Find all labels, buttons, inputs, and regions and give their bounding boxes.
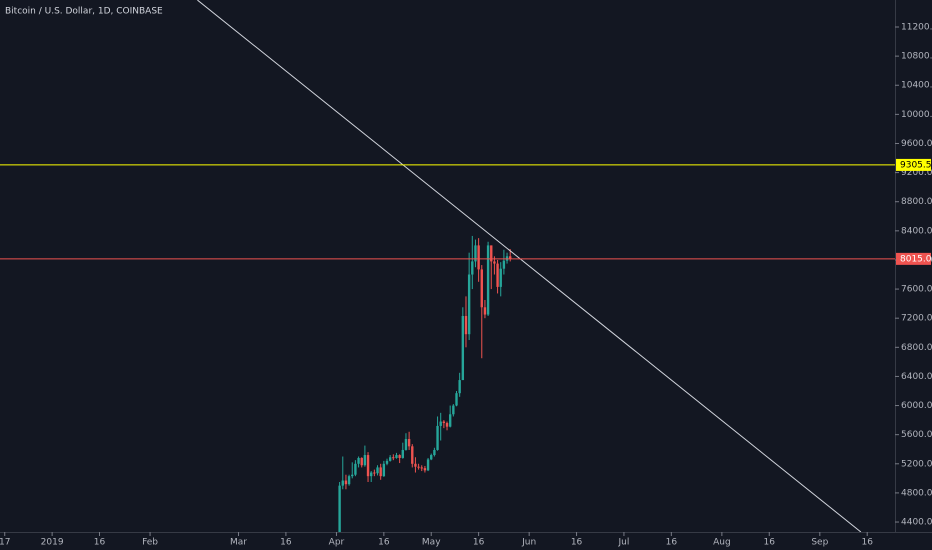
- candle-body: [471, 261, 474, 275]
- candle-body: [496, 263, 499, 287]
- axes: 4400.00 4800.00 5200.00 5600.00 6000.00 6400.…: [0, 23, 932, 548]
- candle-body: [338, 485, 341, 532]
- y-tick-label: 7200.00: [901, 314, 932, 324]
- candle-body: [357, 457, 360, 464]
- candle-body: [347, 476, 351, 485]
- candle-body: [483, 307, 487, 315]
- candle-body: [499, 268, 502, 287]
- y-tick-label: 10800.00: [901, 52, 932, 62]
- x-tick-label: Sep: [811, 538, 828, 548]
- candle-body: [490, 245, 493, 262]
- candle-body: [411, 446, 414, 464]
- x-tick-label: 16: [764, 538, 776, 548]
- price-label: 9305.54: [900, 160, 932, 170]
- x-tick-label: 17: [0, 538, 10, 548]
- candle-body: [376, 467, 379, 474]
- x-tick-label: 2019: [41, 538, 64, 548]
- x-tick-label: Apr: [329, 538, 345, 548]
- y-tick-label: 9600.00: [901, 139, 932, 149]
- candle-body: [351, 474, 354, 477]
- x-tick-label: Mar: [230, 538, 247, 548]
- candle-body: [442, 421, 446, 424]
- x-tick-label: Aug: [713, 538, 731, 548]
- x-tick-label: May: [422, 538, 441, 548]
- y-tick-label: 8800.00: [901, 197, 932, 207]
- y-tick-label: 6800.00: [901, 343, 932, 353]
- candle-body: [363, 455, 367, 466]
- candle-body: [341, 480, 344, 486]
- x-tick-label: 16: [378, 538, 390, 548]
- y-tick-label: 9200.00: [901, 168, 932, 178]
- candle-body: [458, 380, 461, 394]
- candle-body: [486, 245, 490, 315]
- candle-body: [464, 316, 468, 335]
- candle-body: [388, 457, 392, 461]
- y-tick-label: 10400.00: [901, 81, 932, 91]
- candle-body: [445, 423, 449, 427]
- candle-body: [467, 274, 471, 335]
- y-tick-label: 5600.00: [901, 430, 932, 440]
- x-tick-label: 16: [94, 538, 106, 548]
- y-tick-label: 4400.00: [901, 518, 932, 528]
- candle-body: [401, 449, 404, 458]
- x-tick-label: 16: [473, 538, 485, 548]
- x-tick-label: Jul: [618, 538, 630, 548]
- price-label: 8015.01: [900, 254, 932, 264]
- candle-body: [407, 439, 411, 447]
- candle-body: [426, 459, 430, 471]
- candle-body: [455, 393, 458, 406]
- candle-body: [382, 463, 386, 477]
- x-tick-label: 16: [280, 538, 292, 548]
- candle-body: [395, 455, 398, 458]
- y-tick-label: 7600.00: [901, 285, 932, 295]
- price-label-box: [896, 252, 931, 265]
- chart-title: Bitcoin / U.S. Dollar, 1D, COINBASE: [5, 7, 163, 17]
- candle-body: [452, 405, 455, 415]
- candle-body: [373, 472, 376, 474]
- candle-body: [493, 261, 496, 264]
- y-tick-label: 5200.00: [901, 459, 932, 469]
- trend-line: [197, 0, 862, 532]
- candle-body: [344, 480, 348, 485]
- candle-body: [360, 457, 363, 466]
- candle-body: [430, 455, 433, 460]
- candle-body: [433, 449, 436, 456]
- candle-body: [370, 472, 373, 477]
- x-tick-label: Feb: [142, 538, 158, 548]
- plot-area: [0, 0, 895, 532]
- candle-body: [379, 467, 382, 477]
- candle-body: [509, 256, 512, 259]
- candle-body: [477, 245, 480, 270]
- candle-body: [398, 455, 401, 458]
- y-tick-label: 4800.00: [901, 488, 932, 498]
- x-tick-label: 16: [571, 538, 583, 548]
- x-tick-label: 16: [861, 538, 873, 548]
- y-tick-label: 10000.00: [901, 110, 932, 120]
- price-label-box: [896, 158, 931, 171]
- candle-body: [404, 439, 408, 450]
- y-tick-label: 6000.00: [901, 401, 932, 411]
- candle-body: [439, 421, 442, 426]
- candle-body: [448, 414, 452, 427]
- candle-body: [366, 455, 370, 477]
- candle-body: [461, 316, 465, 381]
- candle-body: [354, 463, 357, 475]
- x-tick-label: 16: [666, 538, 678, 548]
- candle-body: [474, 245, 477, 262]
- candle-body: [420, 467, 423, 469]
- y-tick-label: 8400.00: [901, 226, 932, 236]
- candle-body: [392, 457, 395, 459]
- candle-body: [423, 468, 427, 471]
- y-tick-label: 11200.00: [901, 23, 932, 33]
- candle-body: [414, 463, 417, 467]
- x-tick-label: Jun: [521, 538, 536, 548]
- candle-body: [417, 466, 420, 468]
- candle-body: [436, 425, 439, 450]
- candle-body: [502, 260, 506, 269]
- candle-body: [385, 460, 389, 464]
- y-tick-label: 6400.00: [901, 372, 932, 382]
- candle-body: [480, 269, 483, 308]
